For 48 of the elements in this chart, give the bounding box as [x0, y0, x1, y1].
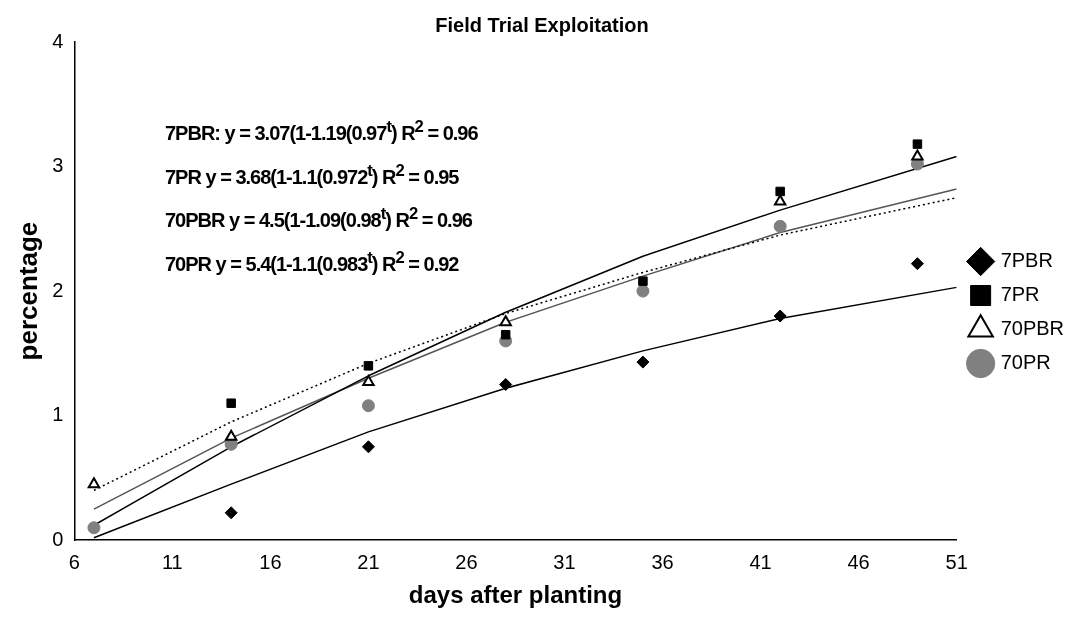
- point: [636, 355, 650, 369]
- annotation: 70PR y = 5.4(1-1.1(0.983$^{t}$) R$^{2}$ = 0.92: [165, 246, 460, 277]
- annotation: 7PR y = 3.68(1-1.1(0.972$^{t}$) R$^{2}$ = 0.95: [165, 159, 460, 190]
- y-tick-label: 4: [52, 29, 64, 52]
- y-tick-label: 2: [52, 278, 64, 301]
- point: [362, 375, 375, 387]
- legend-label: 7PBR: [1000, 249, 1053, 272]
- point: [224, 506, 238, 520]
- point: [912, 139, 923, 149]
- point: [363, 361, 374, 371]
- point: [500, 329, 511, 340]
- point: [773, 219, 787, 233]
- point: [911, 149, 924, 161]
- x-tick-label: 46: [847, 550, 870, 573]
- x-tick-label: 16: [259, 550, 282, 573]
- x-tick-label: 51: [945, 550, 968, 573]
- point: [773, 309, 787, 323]
- legend-label: 7PR: [1000, 283, 1040, 306]
- point: [910, 257, 924, 271]
- point: [87, 521, 101, 535]
- x-tick-label: 21: [357, 550, 380, 573]
- point: [361, 440, 375, 454]
- y-tick-label: 0: [52, 527, 64, 550]
- point: [636, 284, 650, 298]
- x-tick-label: 26: [455, 550, 478, 573]
- x-tick-label: 36: [651, 550, 674, 573]
- annotation: 7PBR: y = 3.07(1-1.19(0.97$^{t}$) R$^{2}$ = 0.96: [165, 116, 478, 146]
- chart-title: Field Trial Exploitation: [435, 13, 649, 36]
- x-tick-label: 41: [749, 550, 772, 573]
- point: [361, 399, 375, 413]
- point: [87, 477, 101, 489]
- point: [638, 276, 648, 286]
- legend-label: 70PBR: [1000, 317, 1065, 340]
- point: [226, 398, 236, 408]
- point: [775, 186, 785, 197]
- x-tick-label: 31: [553, 550, 576, 573]
- point: [224, 429, 238, 441]
- x-axis-title: days after planting: [408, 581, 623, 609]
- point: [773, 194, 787, 206]
- point: [499, 315, 512, 327]
- point: [499, 378, 513, 392]
- x-tick-label: 6: [68, 550, 80, 573]
- annotation: 70PBR y = 4.5(1-1.09(0.98$^{t}$) R$^{2}$ = 0.96: [165, 203, 473, 233]
- legend-label: 70PR: [1000, 351, 1051, 374]
- x-tick-label: 11: [161, 550, 183, 573]
- y-tick-label: 1: [52, 403, 64, 426]
- y-tick-label: 3: [52, 154, 64, 177]
- y-axis-title: percentage: [12, 221, 43, 361]
